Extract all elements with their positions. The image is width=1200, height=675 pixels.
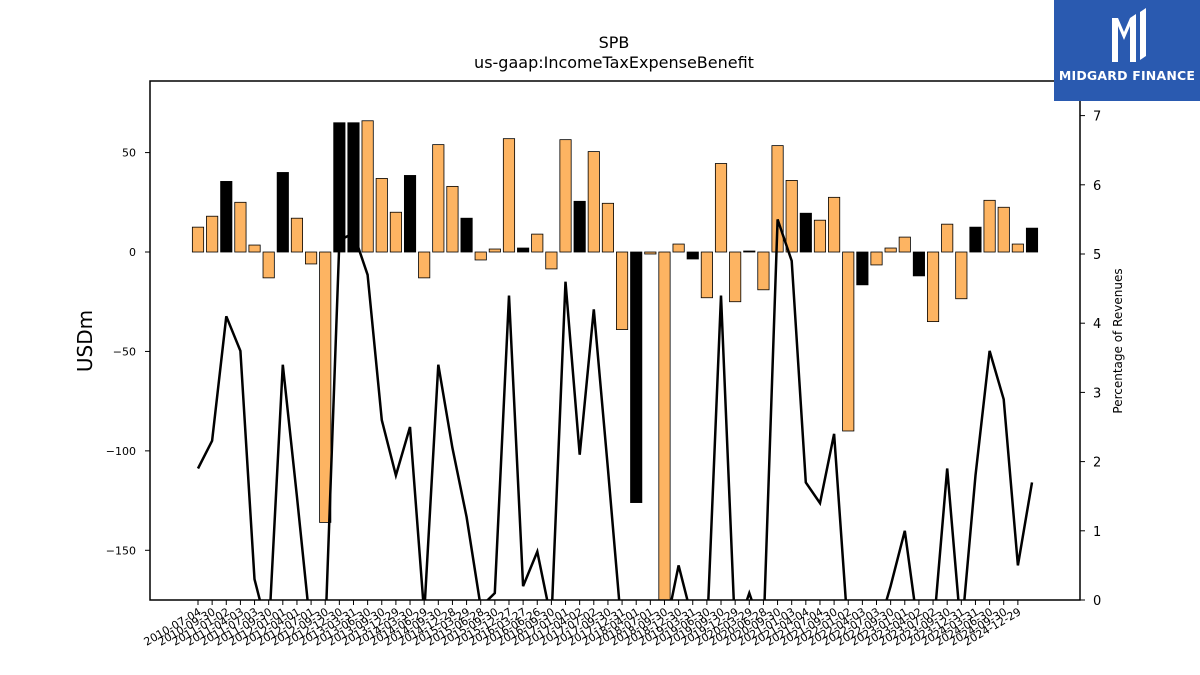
bar-12 bbox=[361, 120, 374, 253]
bar-51 bbox=[912, 251, 925, 277]
bar-20 bbox=[474, 251, 487, 261]
bar-22 bbox=[502, 138, 516, 253]
y2-tick-label: 0 bbox=[1093, 594, 1101, 609]
bar-56 bbox=[983, 199, 996, 253]
bar-14 bbox=[389, 211, 402, 253]
y-tick-label: −100 bbox=[106, 445, 136, 458]
y-tick-label: −50 bbox=[113, 345, 136, 358]
bar-28 bbox=[587, 151, 600, 253]
bar-40 bbox=[757, 251, 770, 291]
bar-16 bbox=[418, 251, 431, 279]
y-axis-label: USDm bbox=[73, 310, 97, 372]
axes-layer: 500−50−100−150012345672010-07-042010-09-… bbox=[106, 110, 1102, 649]
y2-tick-label: 4 bbox=[1093, 317, 1101, 332]
bar-34 bbox=[672, 243, 685, 253]
logo-mark-icon bbox=[1112, 8, 1146, 62]
bar-18 bbox=[446, 185, 459, 253]
bar-35 bbox=[686, 251, 699, 260]
bar-23 bbox=[517, 247, 530, 253]
bar-8 bbox=[305, 251, 318, 265]
bar-4 bbox=[248, 244, 261, 253]
bars-layer bbox=[191, 120, 1039, 601]
bar-26 bbox=[559, 139, 572, 253]
bar-11 bbox=[347, 122, 360, 253]
bar-17 bbox=[432, 144, 445, 253]
y-tick-label: 50 bbox=[122, 147, 136, 160]
bar-31 bbox=[630, 251, 643, 503]
bar-15 bbox=[403, 175, 417, 253]
bar-27 bbox=[573, 200, 586, 253]
bar-52 bbox=[926, 251, 940, 323]
bar-39 bbox=[743, 250, 756, 253]
bar-44 bbox=[813, 219, 827, 253]
chart-title: SPB bbox=[599, 33, 630, 52]
bar-37 bbox=[714, 163, 728, 253]
bar-57 bbox=[997, 206, 1010, 253]
plot-frame bbox=[149, 80, 1081, 601]
y-tick-label: 0 bbox=[129, 246, 136, 259]
bar-6 bbox=[276, 172, 289, 253]
y-tick-label: −150 bbox=[106, 544, 136, 557]
bar-46 bbox=[842, 251, 855, 432]
bar-25 bbox=[545, 251, 558, 270]
bar-47 bbox=[856, 251, 869, 286]
bar-53 bbox=[941, 223, 954, 253]
y2-tick-label: 7 bbox=[1093, 110, 1101, 125]
bar-54 bbox=[955, 251, 968, 300]
bar-3 bbox=[234, 201, 247, 253]
logo-text: MIDGARD FINANCE bbox=[1058, 68, 1196, 83]
bar-30 bbox=[616, 251, 629, 330]
bar-38 bbox=[729, 251, 742, 303]
bar-36 bbox=[700, 251, 713, 299]
bar-55 bbox=[969, 226, 982, 253]
bar-50 bbox=[898, 236, 911, 253]
chart-subtitle: us-gaap:IncomeTaxExpenseBenefit bbox=[474, 53, 754, 72]
y2-tick-label: 5 bbox=[1093, 248, 1101, 263]
bar-13 bbox=[375, 178, 388, 253]
bar-29 bbox=[601, 202, 614, 253]
revenue-percentage-line bbox=[196, 218, 1034, 600]
bar-2 bbox=[220, 181, 233, 253]
bar-59 bbox=[1025, 227, 1039, 253]
bar-49 bbox=[884, 247, 897, 253]
midgard-finance-logo: MIDGARD FINANCE bbox=[1054, 0, 1200, 101]
y2-tick-label: 6 bbox=[1093, 179, 1101, 194]
bar-24 bbox=[531, 233, 544, 253]
y2-axis-label: Percentage of Revenues bbox=[1111, 268, 1125, 413]
bar-9 bbox=[319, 251, 332, 523]
bar-10 bbox=[333, 122, 346, 253]
y2-tick-label: 3 bbox=[1093, 386, 1101, 401]
bar-33 bbox=[658, 251, 671, 601]
bar-45 bbox=[828, 196, 841, 253]
line-layer bbox=[196, 218, 1034, 600]
bar-42 bbox=[785, 180, 798, 253]
bar-19 bbox=[460, 217, 473, 253]
bar-5 bbox=[262, 251, 275, 279]
y2-tick-label: 2 bbox=[1093, 456, 1101, 471]
bar-0 bbox=[191, 226, 205, 253]
bar-32 bbox=[644, 251, 657, 255]
bar-48 bbox=[870, 251, 883, 266]
bar-21 bbox=[488, 248, 501, 253]
bar-1 bbox=[206, 215, 219, 253]
bar-7 bbox=[290, 217, 304, 253]
y2-tick-label: 1 bbox=[1093, 525, 1101, 540]
bar-58 bbox=[1011, 243, 1024, 253]
bar-43 bbox=[799, 212, 812, 253]
